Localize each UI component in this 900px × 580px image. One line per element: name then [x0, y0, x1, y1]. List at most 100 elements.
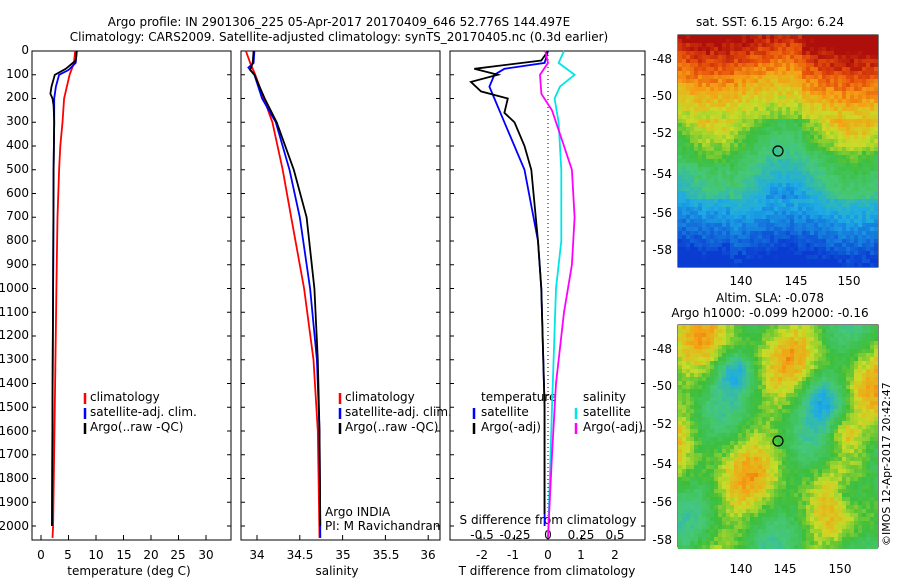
- map-cell: [750, 251, 754, 255]
- map-cell: [762, 107, 766, 111]
- map-cell: [678, 47, 682, 51]
- map-cell: [782, 111, 786, 115]
- map-cell: [798, 239, 802, 243]
- map-cell: [714, 425, 718, 429]
- map-cell: [826, 155, 830, 159]
- map-cell: [678, 207, 682, 211]
- map-cell: [706, 79, 710, 83]
- map-cell: [742, 421, 746, 425]
- map-cell: [782, 401, 786, 405]
- map-cell: [802, 111, 806, 115]
- map-cell: [846, 263, 850, 267]
- map-cell: [686, 47, 690, 51]
- map-cell: [822, 369, 826, 373]
- map-cell: [834, 43, 838, 47]
- map-cell: [778, 119, 782, 123]
- map-cell: [730, 187, 734, 191]
- map-cell: [710, 35, 714, 39]
- map-cell: [698, 43, 702, 47]
- map-cell: [686, 135, 690, 139]
- map-cell: [714, 389, 718, 393]
- map-cell: [758, 71, 762, 75]
- map-cell: [810, 251, 814, 255]
- map-cell: [738, 203, 742, 207]
- map-cell: [694, 259, 698, 263]
- map-cell: [714, 75, 718, 79]
- map-cell: [774, 365, 778, 369]
- map-cell: [690, 449, 694, 453]
- map-cell: [814, 215, 818, 219]
- map-cell: [866, 139, 870, 143]
- map-cell: [830, 345, 834, 349]
- map-cell: [798, 373, 802, 377]
- map-cell: [706, 409, 710, 413]
- map-cell: [850, 55, 854, 59]
- map-cell: [750, 211, 754, 215]
- map-cell: [858, 417, 862, 421]
- map-cell: [838, 345, 842, 349]
- map-cell: [786, 163, 790, 167]
- map-cell: [702, 87, 706, 91]
- map-cell: [806, 187, 810, 191]
- map-cell: [862, 107, 866, 111]
- map-cell: [798, 263, 802, 267]
- map-cell: [854, 445, 858, 449]
- map-cell: [698, 103, 702, 107]
- map-cell: [830, 417, 834, 421]
- map-cell: [734, 195, 738, 199]
- map-cell: [718, 353, 722, 357]
- map-cell: [686, 377, 690, 381]
- map-cell: [806, 35, 810, 39]
- map-cell: [774, 191, 778, 195]
- map-cell: [854, 51, 858, 55]
- map-cell: [678, 325, 682, 329]
- map-cell: [834, 207, 838, 211]
- map-cell: [810, 151, 814, 155]
- map-cell: [854, 325, 858, 329]
- map-cell: [678, 259, 682, 263]
- map-cell: [770, 417, 774, 421]
- map-cell: [782, 361, 786, 365]
- map-cell: [862, 235, 866, 239]
- map-cell: [762, 251, 766, 255]
- map-cell: [766, 465, 770, 469]
- map-cell: [750, 469, 754, 473]
- map-cell: [818, 369, 822, 373]
- map-cell: [826, 405, 830, 409]
- map-cell: [830, 365, 834, 369]
- map-cell: [794, 59, 798, 63]
- map-cell: [698, 393, 702, 397]
- map-cell: [766, 103, 770, 107]
- map-cell: [818, 357, 822, 361]
- map-cell: [746, 333, 750, 337]
- map-cell: [810, 337, 814, 341]
- map-cell: [870, 91, 874, 95]
- map-cell: [846, 47, 850, 51]
- map-cell: [786, 227, 790, 231]
- map-cell: [682, 195, 686, 199]
- map-cell: [866, 187, 870, 191]
- map-cell: [770, 195, 774, 199]
- map-cell: [802, 377, 806, 381]
- map-cell: [838, 429, 842, 433]
- map-cell: [770, 461, 774, 465]
- map-cell: [742, 183, 746, 187]
- map-cell: [850, 457, 854, 461]
- map-cell: [774, 333, 778, 337]
- map-cell: [778, 433, 782, 437]
- map-cell: [714, 159, 718, 163]
- map-cell: [742, 251, 746, 255]
- map-cell: [834, 247, 838, 251]
- map-cell: [838, 127, 842, 131]
- map-cell: [730, 457, 734, 461]
- map-cell: [742, 219, 746, 223]
- map-cell: [762, 219, 766, 223]
- map-cell: [734, 219, 738, 223]
- map-cell: [786, 369, 790, 373]
- map-cell: [854, 329, 858, 333]
- map-cell: [690, 135, 694, 139]
- map-cell: [782, 163, 786, 167]
- map-cell: [778, 91, 782, 95]
- map-cell: [754, 389, 758, 393]
- map-cell: [754, 243, 758, 247]
